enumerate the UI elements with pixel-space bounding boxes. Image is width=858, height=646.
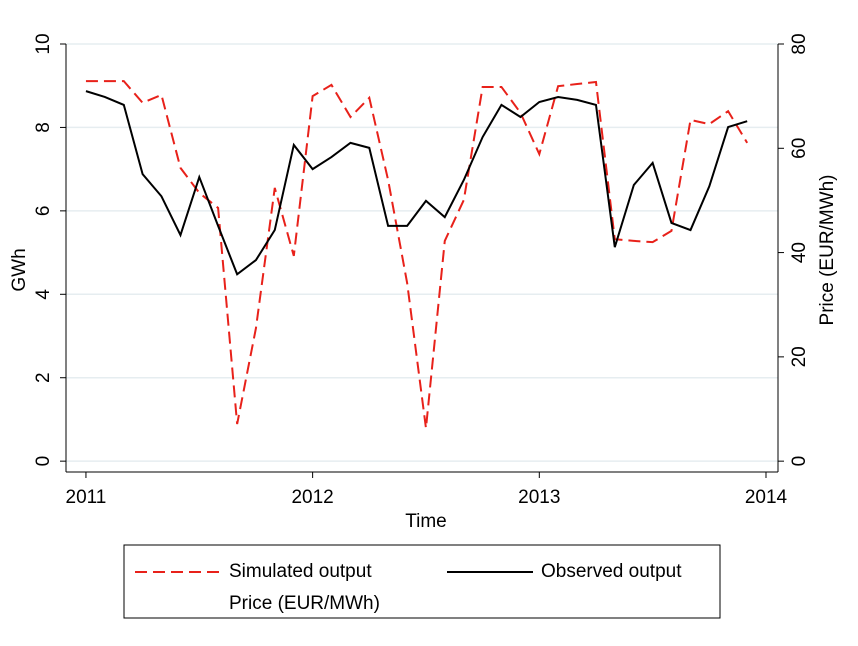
line-series [85,80,749,429]
y2-axis-title: Price (EUR/MWh) [817,175,838,326]
x-tick-label: 2012 [291,487,333,508]
y-tick-label: 10 [33,33,54,54]
legend-label: Price (EUR/MWh) [229,593,380,614]
x-tick-label: 2014 [745,487,788,508]
y-tick-label: 4 [33,289,54,300]
y2-tick-label: 60 [789,138,810,159]
y2-tick-label: 0 [789,456,810,467]
y-axis-title: GWh [9,248,30,291]
y-tick-label: 8 [33,122,54,133]
legend-label: Observed output [541,561,682,582]
y2-tick-label: 80 [789,33,810,54]
x-axis-title: Time [405,511,447,532]
x-tick-label: 2011 [66,487,107,508]
y-tick-label: 0 [33,456,54,467]
y-tick-label: 2 [33,372,54,383]
y-tick-label: 6 [33,206,54,217]
legend-box [123,544,721,619]
y2-tick-label: 40 [789,242,810,263]
x-tick-label: 2013 [518,487,560,508]
line-series [85,90,748,276]
legend-label: Simulated output [229,561,372,582]
y2-tick-label: 20 [789,346,810,367]
